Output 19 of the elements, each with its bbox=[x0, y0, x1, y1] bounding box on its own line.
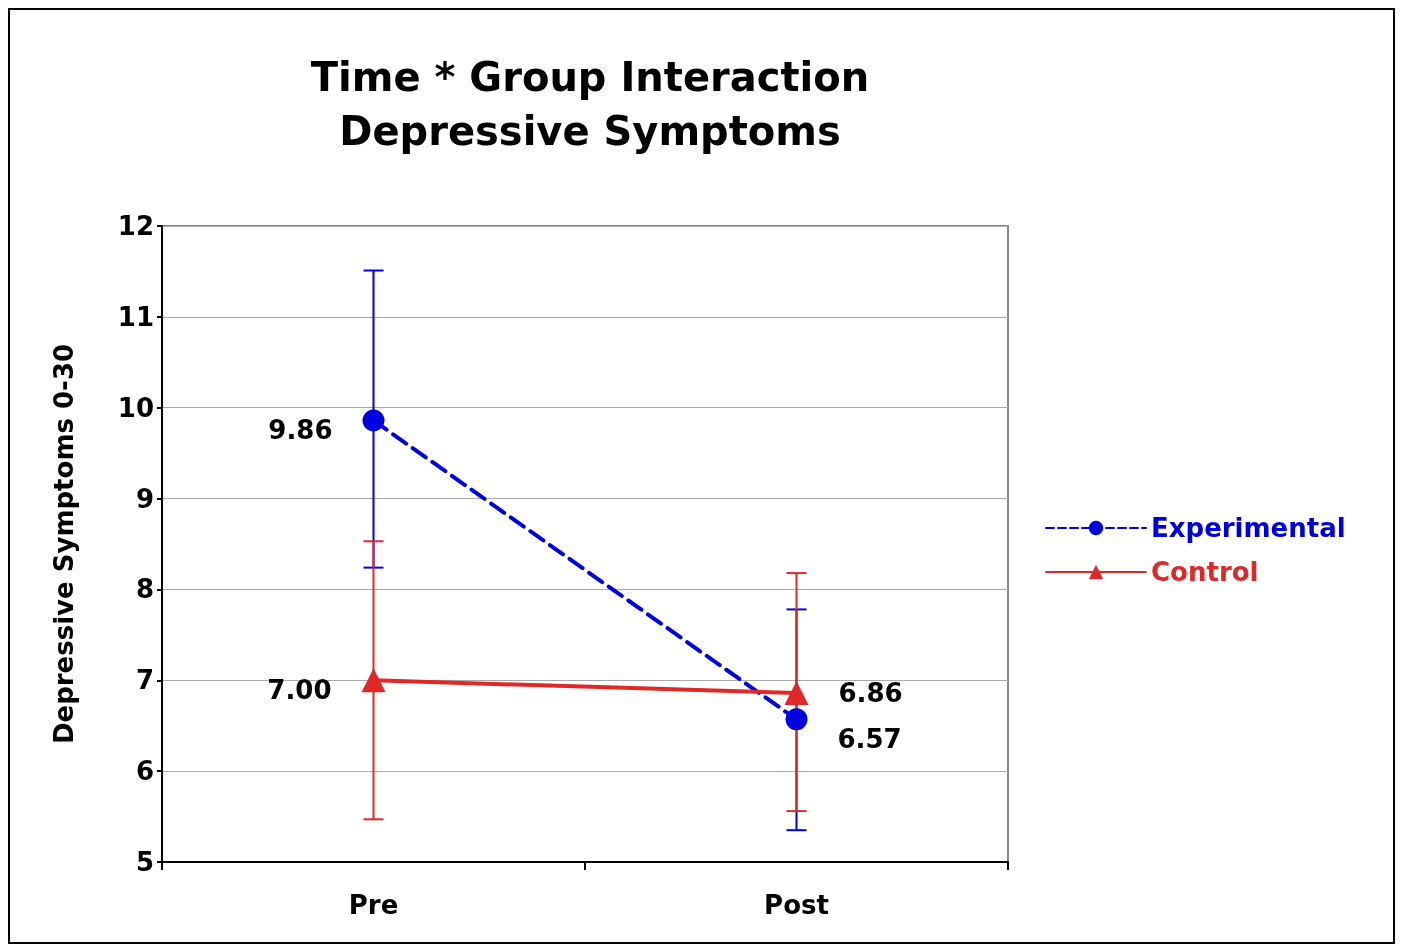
chart-title: Time * Group Interaction bbox=[310, 54, 870, 100]
y-tick-label: 6 bbox=[135, 756, 154, 787]
y-tick-label: 5 bbox=[135, 847, 154, 877]
y-tick-label: 11 bbox=[117, 301, 154, 332]
data-label: 7.00 bbox=[267, 675, 332, 706]
data-label: 6.57 bbox=[837, 724, 902, 755]
legend-label: Experimental bbox=[1151, 513, 1346, 543]
y-tick-label: 8 bbox=[135, 574, 154, 605]
chart-subtitle: Depressive Symptoms bbox=[339, 108, 841, 154]
data-label: 6.86 bbox=[838, 678, 903, 709]
y-tick-label: 10 bbox=[117, 392, 154, 423]
y-axis-title: Depressive Symptoms 0-30 bbox=[49, 343, 79, 745]
data-label: 9.86 bbox=[268, 415, 333, 446]
legend-label: Control bbox=[1151, 557, 1259, 587]
x-tick-label: Pre bbox=[348, 890, 399, 920]
y-tick-label: 7 bbox=[135, 665, 154, 696]
y-tick-label: 12 bbox=[117, 211, 154, 241]
x-tick-label: Post bbox=[764, 890, 829, 920]
y-tick-label: 9 bbox=[135, 483, 154, 514]
